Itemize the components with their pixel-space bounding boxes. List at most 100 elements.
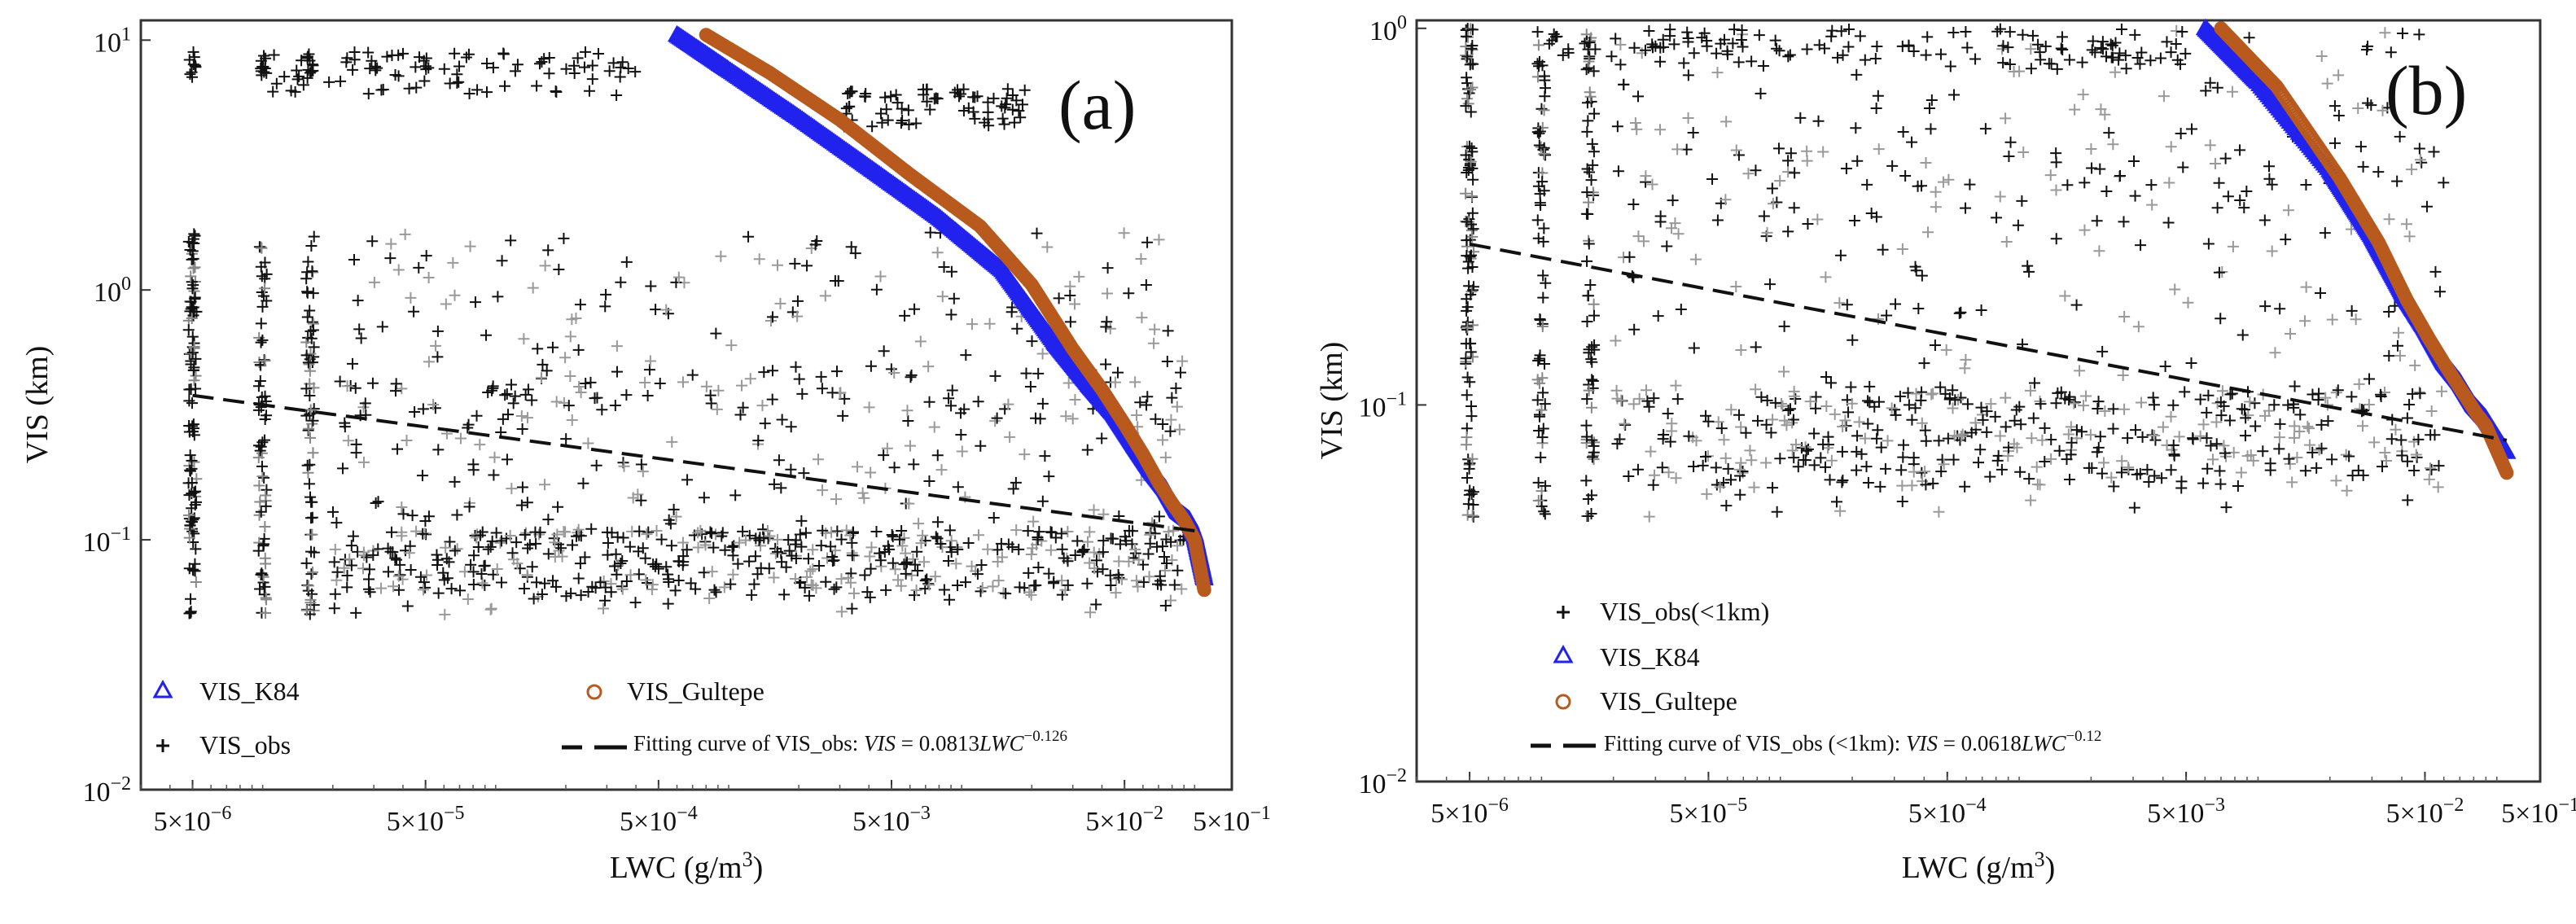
obs-point-a [268,49,280,61]
obs-point-a [303,478,315,490]
obs-point-b [1460,30,1472,42]
obs-point-b [1667,195,1679,207]
legend-gultepe-label-a: VIS_Gultepe [627,677,764,706]
obs-point-a [409,406,421,418]
obs-point-b [1632,463,1644,475]
obs-point-b [2274,418,2286,430]
obs-point-b [1909,402,1921,414]
obs-point-a [860,88,872,100]
obs-point-b [2283,453,2295,465]
obs-point-a [943,392,955,405]
obs-point-a [863,401,875,414]
obs-point-b [2149,434,2162,446]
obs-point-a [1153,234,1165,246]
obs-point-a [1024,381,1036,393]
obs-point-b [1910,388,1922,400]
obs-point-b [1940,344,1952,356]
obs-point-a [460,51,472,63]
obs-point-b [2003,150,2015,162]
obs-point-b [1584,90,1597,103]
obs-point-b [1737,41,1749,53]
legend-obs-marker-b [1557,606,1570,619]
obs-point-b [2095,103,2107,116]
obs-point-b [1897,451,1909,463]
obs-point-b [1918,357,1930,370]
obs-point-b [2076,56,2088,68]
obs-point-a [790,534,802,546]
obs-point-b [1646,38,1658,50]
obs-point-a [186,347,199,359]
obs-point-b [1539,398,1551,410]
obs-point-a [186,525,199,537]
obs-point-b [1786,417,1798,429]
obs-point-a [921,95,933,107]
obs-point-b [1697,459,1709,471]
obs-point-b [2056,31,2068,43]
obs-point-b [2391,339,2403,352]
obs-point-a [1106,532,1119,545]
obs-point-b [1711,47,1723,59]
obs-point-b [1956,428,1969,440]
obs-point-a [564,331,576,343]
obs-point-b [2400,218,2412,230]
obs-point-b [1894,390,1906,402]
obs-point-b [1735,34,1747,46]
obs-point-b [2201,406,2213,418]
obs-point-b [2302,420,2314,432]
obs-point-a [984,317,996,330]
obs-point-a [337,462,349,475]
obs-point-a [1081,577,1093,589]
obs-point-b [1801,43,1813,55]
obs-point-b [1466,261,1479,274]
obs-point-b [1629,116,1641,129]
obs-point-a [1109,376,1121,388]
obs-point-a [256,460,268,472]
obs-point-a [440,541,452,554]
obs-point-b [1820,271,1832,283]
obs-point-b [1909,261,1921,273]
obs-point-b [1830,496,1842,508]
obs-point-b [1815,452,1827,464]
obs-point-b [2004,59,2016,71]
obs-point-a [975,440,987,452]
obs-point-b [2294,409,2307,421]
obs-point-b [1615,394,1628,406]
obs-point-a [938,261,950,273]
obs-point-a [1130,575,1142,587]
obs-point-b [2280,234,2292,246]
obs-point-a [831,525,843,537]
obs-point-a [304,404,317,416]
obs-point-a [188,305,200,317]
obs-point-a [357,546,370,558]
y-axis-label-b: VIS (km) [1315,342,1349,460]
obs-point-b [2300,281,2312,293]
obs-point-a [694,524,707,536]
obs-point-b [1711,479,1723,491]
obs-point-b [1538,70,1550,82]
obs-point-b [1784,403,1796,415]
obs-point-b [2282,204,2294,217]
obs-point-b [1923,103,1935,115]
obs-point-b [1735,344,1747,357]
obs-point-a [651,525,663,537]
obs-point-a [254,496,266,508]
obs-point-a [504,529,516,541]
obs-point-a [1033,526,1045,538]
obs-point-a [302,256,314,268]
obs-point-b [2078,400,2090,412]
obs-point-a [259,414,271,426]
obs-point-b [1460,50,1472,62]
obs-point-b [1614,38,1627,50]
obs-point-b [1728,24,1741,36]
obs-point-a [462,418,475,431]
obs-point-b [2414,154,2426,166]
obs-point-a [706,566,718,578]
obs-point-b [2000,421,2012,433]
obs-point-a [432,554,444,566]
obs-point-a [368,276,380,288]
legend-obs-label-a: VIS_obs [199,730,291,760]
obs-point-b [2319,227,2331,239]
obs-point-b [1460,187,1472,199]
obs-point-b [2051,63,2063,75]
obs-point-b [1538,222,1550,234]
